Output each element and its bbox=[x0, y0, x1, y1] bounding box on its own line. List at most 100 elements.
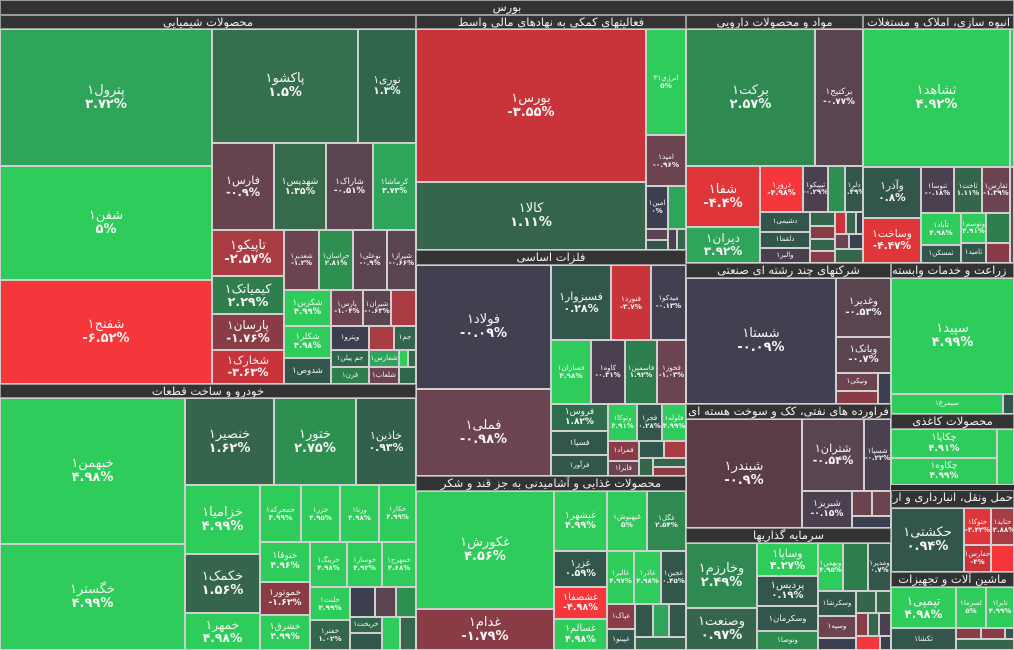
stock-tile[interactable] bbox=[396, 587, 416, 617]
stock-tile[interactable]: خنصیر۱ ۱.۶۲% bbox=[185, 398, 274, 485]
stock-tile[interactable]: برکت۱ ۲.۵۷% bbox=[686, 29, 815, 166]
stock-tile[interactable]: کالا۱ ۱.۱۱% bbox=[416, 182, 646, 250]
stock-tile[interactable]: وساپا۱ ۴.۲۷% bbox=[757, 543, 818, 576]
stock-tile[interactable]: غکورش۱ ۴.۵۶% bbox=[416, 491, 554, 609]
stock-tile[interactable]: وخارزم۱ ۲.۴۹% bbox=[686, 543, 757, 608]
stock-tile[interactable]: حکشتی۱ ۰.۹۴% bbox=[891, 508, 964, 572]
stock-tile[interactable]: وبانک۱ -۰.۷% bbox=[836, 337, 891, 373]
stock-tile[interactable]: ونیکی۱ bbox=[836, 373, 878, 391]
stock-tile[interactable]: لسرما۱ ۵% bbox=[956, 587, 986, 628]
stock-tile[interactable] bbox=[991, 545, 1014, 572]
stock-tile[interactable]: فایرا۱ bbox=[608, 461, 639, 476]
stock-tile[interactable]: فجر۱ ۰.۲۸% bbox=[637, 404, 662, 441]
stock-tile[interactable] bbox=[856, 613, 868, 636]
stock-tile[interactable]: انرژی۳۱ ۵% bbox=[646, 29, 686, 135]
stock-tile[interactable] bbox=[981, 628, 1005, 639]
stock-tile[interactable]: جم پیلن۱ bbox=[331, 350, 369, 367]
stock-tile[interactable]: والبر۱ bbox=[760, 248, 810, 263]
stock-tile[interactable]: فرآور۱ bbox=[551, 455, 608, 476]
sector-header[interactable]: مواد و محصولات دارویی bbox=[686, 15, 863, 29]
stock-tile[interactable]: چکاپا۱ ۴.۹۱% bbox=[891, 429, 997, 458]
sector-header[interactable]: شرکتهای چند رشته ای صنعتی bbox=[686, 263, 891, 278]
stock-tile[interactable]: ختور۱ ۲.۷۵% bbox=[274, 398, 356, 485]
stock-tile[interactable]: فملی۱ -۰.۹۸% bbox=[416, 389, 551, 476]
stock-tile[interactable]: بورس۱ -۳.۵۵% bbox=[416, 29, 646, 182]
stock-tile[interactable]: خشرق۱ ۴.۹۹% bbox=[260, 615, 310, 650]
stock-tile[interactable] bbox=[669, 604, 686, 637]
stock-tile[interactable]: دشیمی۱ bbox=[760, 212, 810, 232]
stock-tile[interactable] bbox=[828, 166, 845, 212]
stock-tile[interactable] bbox=[1003, 394, 1014, 414]
stock-tile[interactable]: خمهرج۱ ۴.۶۸% bbox=[382, 542, 416, 587]
stock-tile[interactable] bbox=[878, 373, 891, 404]
stock-tile[interactable]: خگستر۱ ۴.۹۹% bbox=[0, 544, 185, 650]
stock-tile[interactable]: وآذر۱ ۰.۸% bbox=[863, 167, 921, 218]
stock-tile[interactable]: فاسمین۱ ۱.۹۲% bbox=[625, 340, 657, 404]
stock-tile[interactable]: فولاد۱ -۰.۰۹% bbox=[416, 265, 551, 389]
stock-tile[interactable]: وصنعت۱ ۰.۹۷% bbox=[686, 608, 757, 650]
stock-tile[interactable] bbox=[350, 587, 375, 617]
stock-tile[interactable]: سپید۱ ۴.۹۹% bbox=[891, 278, 1014, 394]
stock-tile[interactable] bbox=[986, 213, 1010, 243]
stock-tile[interactable]: شهدیس۱ ۱.۳۵% bbox=[274, 143, 326, 230]
stock-tile[interactable]: تکشا۱ bbox=[891, 628, 956, 650]
stock-tile[interactable]: غبشهر۱ ۴.۹۹% bbox=[554, 491, 607, 551]
stock-tile[interactable]: فسازان۱ ۴.۹۸% bbox=[551, 340, 591, 404]
sector-header[interactable]: محصولات کاغذی bbox=[891, 414, 1014, 429]
stock-tile[interactable] bbox=[677, 229, 686, 250]
stock-tile[interactable]: شتران۱ -۰.۵۴% bbox=[802, 419, 864, 491]
stock-tile[interactable] bbox=[635, 637, 686, 650]
stock-tile[interactable]: وسکرمان۱ bbox=[757, 606, 818, 631]
stock-tile[interactable] bbox=[1005, 628, 1014, 639]
stock-tile[interactable]: ثامید۱ bbox=[961, 243, 986, 263]
stock-tile[interactable]: امید۱ -۰.۹۶% bbox=[646, 135, 686, 186]
stock-tile[interactable]: تاپرا۱ ۴.۹۹% bbox=[986, 587, 1014, 628]
stock-tile[interactable]: ثشاهد۱ ۴.۹۲% bbox=[863, 29, 1010, 167]
stock-tile[interactable]: ختوقا۱ ۴.۹۶% bbox=[260, 542, 310, 582]
stock-tile[interactable] bbox=[653, 458, 686, 467]
stock-tile[interactable]: نوری۱ ۱.۳% bbox=[358, 29, 416, 143]
stock-tile[interactable]: شبریز۱ -۰.۱۵% bbox=[802, 491, 852, 528]
stock-tile[interactable]: غپینو۱ bbox=[607, 629, 635, 650]
stock-tile[interactable] bbox=[369, 326, 394, 350]
stock-tile[interactable]: غچین۱ ۰.۴۵% bbox=[661, 551, 686, 604]
sector-header[interactable]: محصولات شیمیایی bbox=[0, 15, 416, 29]
stock-tile[interactable] bbox=[810, 251, 835, 263]
stock-tile[interactable] bbox=[852, 516, 891, 528]
sector-header[interactable]: فراورده های نفتی، کک و سوخت هسته ای bbox=[686, 404, 891, 419]
stock-tile[interactable]: پردیس۱ ۰.۱۹% bbox=[757, 576, 818, 606]
stock-tile[interactable] bbox=[399, 350, 408, 367]
stock-tile[interactable] bbox=[997, 429, 1014, 485]
stock-tile[interactable]: جم۱ bbox=[394, 326, 416, 350]
stock-tile[interactable]: غشصفا۱ -۴.۹۸% bbox=[554, 587, 607, 619]
stock-tile[interactable]: وتوصا۱ bbox=[757, 631, 818, 650]
stock-tile[interactable]: دیران۱ ۳.۹۲% bbox=[686, 227, 760, 263]
stock-tile[interactable]: غزر۱ ۰.۵۹% bbox=[554, 551, 607, 587]
sector-header[interactable]: سرمایه گذاریها bbox=[686, 528, 891, 543]
stock-tile[interactable] bbox=[836, 391, 878, 404]
stock-tile[interactable]: وتوسم۱ ۴.۹۱% bbox=[961, 213, 986, 243]
stock-tile[interactable]: شفارس۱ bbox=[369, 350, 399, 367]
stock-tile[interactable]: شیران۱ -۰.۶۳% bbox=[363, 290, 391, 326]
stock-tile[interactable]: غپاک۱ bbox=[607, 604, 635, 629]
stock-tile[interactable]: برکتیج۱ -۰.۷۷% bbox=[815, 29, 863, 166]
stock-tile[interactable]: خکمک۱ ۱.۵۶% bbox=[185, 554, 260, 613]
stock-tile[interactable] bbox=[635, 604, 653, 637]
stock-tile[interactable] bbox=[810, 212, 835, 226]
stock-tile[interactable]: شکربن۱ ۴.۹۹% bbox=[284, 290, 331, 326]
stock-tile[interactable]: شکلر۱ ۴.۹۸% bbox=[284, 326, 331, 358]
stock-tile[interactable]: تاپیکو۱ -۲.۵۷% bbox=[212, 230, 284, 276]
stock-tile[interactable]: وغدیر۱ -۰.۵۳% bbox=[836, 278, 891, 337]
stock-tile[interactable]: خبهمن۱ ۴.۹۸% bbox=[0, 398, 185, 544]
stock-tile[interactable]: کرماشا۱ ۳.۷۳% bbox=[373, 143, 416, 230]
sector-header[interactable]: فعالیتهای کمکی به نهادهای مالی واسط bbox=[416, 15, 686, 29]
stock-tile[interactable] bbox=[639, 458, 653, 476]
stock-tile[interactable] bbox=[664, 441, 686, 458]
stock-tile[interactable]: شخارک۱ -۳.۶۳% bbox=[212, 350, 284, 384]
stock-tile[interactable] bbox=[646, 229, 668, 240]
stock-tile[interactable]: حفارس۱ -۴% bbox=[964, 545, 991, 572]
stock-tile[interactable] bbox=[856, 591, 876, 613]
stock-tile[interactable]: خمهر۱ ۴.۹۸% bbox=[185, 613, 260, 650]
stock-tile[interactable]: شغدیر۱ -۱.۲% bbox=[284, 230, 319, 290]
stock-tile[interactable]: خزر۱ ۴.۹۵% bbox=[301, 485, 340, 542]
